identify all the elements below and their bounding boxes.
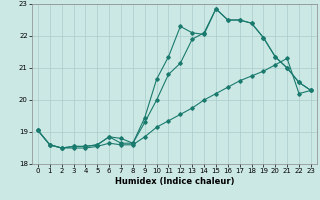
X-axis label: Humidex (Indice chaleur): Humidex (Indice chaleur) [115, 177, 234, 186]
